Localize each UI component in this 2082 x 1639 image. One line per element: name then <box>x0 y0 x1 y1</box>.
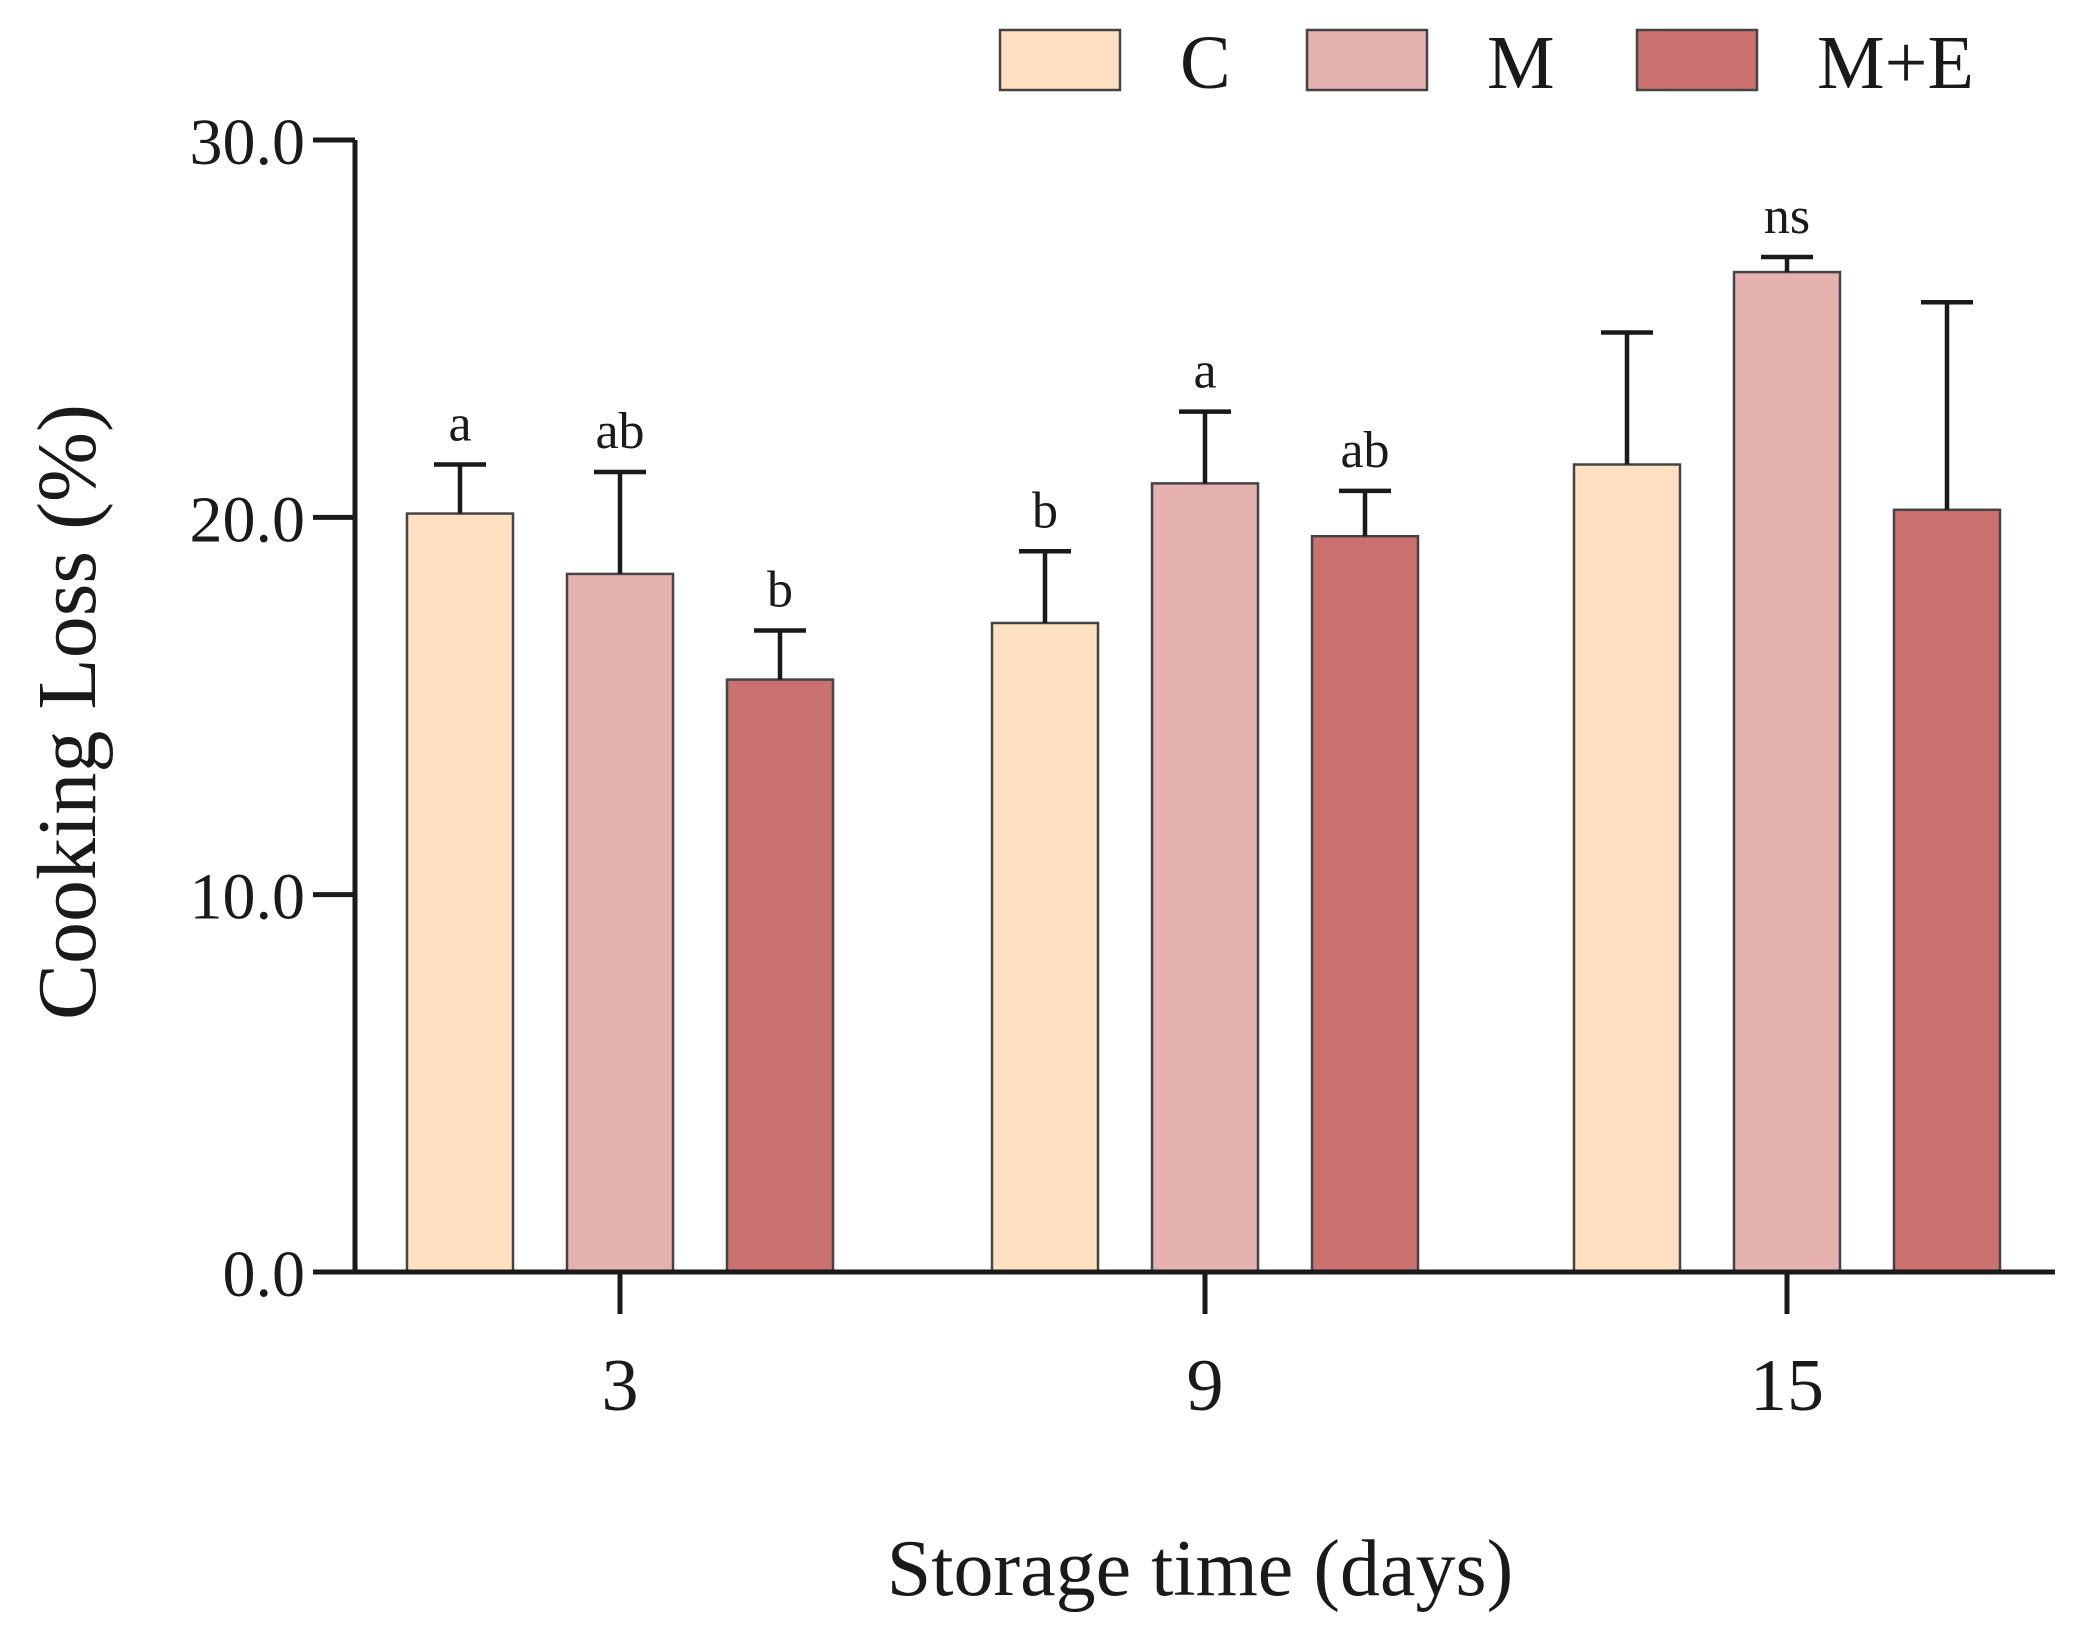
bars <box>405 270 2002 1274</box>
axes: 0.0 10.0 20.0 30.0 3 9 15 <box>190 106 2055 1427</box>
significance-letter: a <box>1193 343 1216 400</box>
error-bars <box>434 254 1973 680</box>
bar-c-day-9 <box>990 621 1100 1274</box>
significance-letter: a <box>448 396 471 453</box>
y-tick-label: 0.0 <box>223 1238 306 1311</box>
significance-letter: ns <box>1764 188 1810 245</box>
legend-label: M+E <box>1817 21 1974 105</box>
y-axis-label: Cooking Loss (%) <box>21 404 114 1020</box>
legend-label: M <box>1487 21 1555 105</box>
legend-label: C <box>1180 21 1231 105</box>
x-tick-label: 3 <box>602 1345 639 1427</box>
bar-m-day-9 <box>1150 482 1260 1274</box>
bar-mpluse-day-15 <box>1892 508 2002 1274</box>
error-bar-mpluse-day-15 <box>1921 300 1973 510</box>
y-tick-label: 30.0 <box>190 106 306 179</box>
x-axis-label: Storage time (days) <box>887 1525 1513 1613</box>
significance-letter: ab <box>595 403 644 460</box>
significance-letter: ab <box>1340 422 1389 479</box>
bar-c-day-15 <box>1572 463 1682 1274</box>
bar-m-day-3 <box>565 572 675 1274</box>
bar-c-day-3 <box>405 512 515 1274</box>
legend-swatch <box>1305 28 1429 92</box>
error-bar-m-day-3 <box>594 469 646 574</box>
error-bar-c-day-3 <box>434 462 486 514</box>
y-tick-label: 10.0 <box>190 861 306 934</box>
bar-mpluse-day-9 <box>1310 534 1420 1274</box>
x-tick-label: 9 <box>1187 1345 1224 1427</box>
y-tick-label: 20.0 <box>190 483 306 556</box>
error-bar-mpluse-day-9 <box>1339 488 1391 537</box>
legend: C M M+E <box>998 21 1974 105</box>
legend-swatch <box>1635 28 1759 92</box>
bar-m-day-15 <box>1732 270 1842 1274</box>
x-tick-label: 15 <box>1750 1345 1824 1427</box>
significance-letter: b <box>1032 482 1058 539</box>
error-bar-m-day-9 <box>1179 409 1231 484</box>
significance-letter: b <box>767 562 793 619</box>
error-bar-c-day-9 <box>1019 549 1071 623</box>
error-bar-m-day-15 <box>1761 254 1813 273</box>
bar-mpluse-day-3 <box>725 678 835 1274</box>
error-bar-c-day-15 <box>1601 330 1653 465</box>
legend-swatch <box>998 28 1122 92</box>
error-bar-mpluse-day-3 <box>754 628 806 680</box>
